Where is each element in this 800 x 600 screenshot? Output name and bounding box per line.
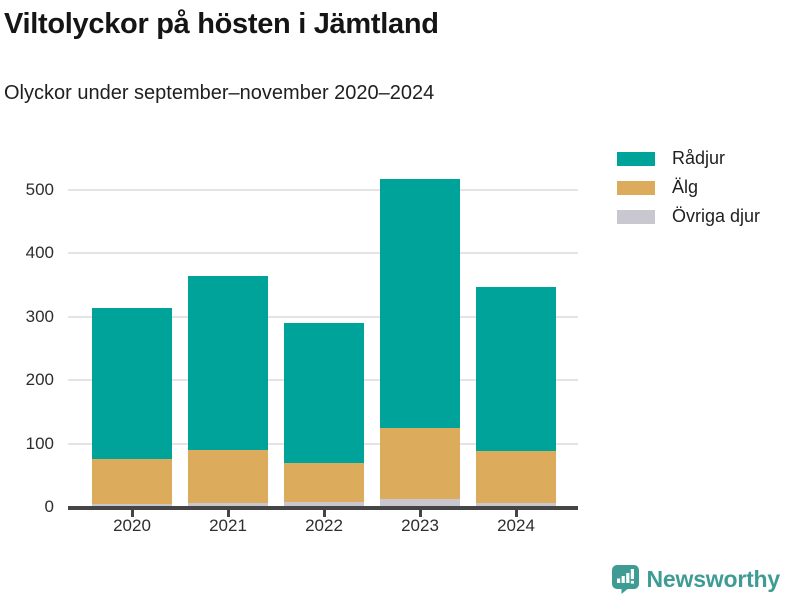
bar-segment-älg-2023 <box>380 427 460 500</box>
x-tick-2023 <box>418 510 422 517</box>
y-tick-label-500: 500 <box>25 180 54 199</box>
bar-segment-övriga-djur-2022 <box>284 501 364 507</box>
brand-wordmark: Newsworthy <box>646 565 781 592</box>
chart-subtitle: Olyckor under september–november 2020–20… <box>4 82 435 104</box>
y-tick-label-100: 100 <box>25 433 54 453</box>
x-tick-2021 <box>226 510 230 517</box>
legend-swatch-övriga-djur <box>617 209 655 224</box>
gridline-500 <box>68 189 578 191</box>
bar-segment-älg-2021 <box>188 449 268 503</box>
x-tick-label-2022: 2022 <box>305 516 343 535</box>
bar-segment-övriga-djur-2021 <box>188 502 268 507</box>
y-axis-labels: 0 100 200 300 400 500 <box>0 170 54 516</box>
legend-row-övriga-djur: Övriga djur <box>617 206 792 226</box>
brand-footer: Newsworthy <box>611 564 780 594</box>
legend-label-älg: Älg <box>672 177 699 197</box>
bar-segment-älg-2022 <box>284 462 364 502</box>
y-tick-label-200: 200 <box>25 370 54 390</box>
y-tick-label-300: 300 <box>25 306 54 326</box>
bar-segment-rådjur-2021 <box>188 276 268 450</box>
legend-label-rådjur: Rådjur <box>672 148 726 168</box>
bar-segment-rådjur-2024 <box>476 287 556 452</box>
bar-segment-övriga-djur-2020 <box>92 503 172 507</box>
x-tick-2020 <box>130 510 134 517</box>
y-tick-label-0: 0 <box>44 497 54 516</box>
gridline-400 <box>68 252 578 255</box>
gridline-300 <box>68 315 578 318</box>
y-tick-label-400: 400 <box>25 243 54 263</box>
legend-row-älg: Älg <box>617 177 792 197</box>
legend-swatch-älg <box>617 180 655 195</box>
plot-area <box>68 170 578 517</box>
x-axis-labels: 2020 2021 2022 2023 2024 <box>68 516 578 544</box>
x-tick-label-2023: 2023 <box>401 516 439 535</box>
x-tick-2024 <box>514 510 518 517</box>
bar-segment-älg-2024 <box>476 451 556 503</box>
legend: Rådjur Älg Övriga djur <box>617 148 792 236</box>
x-tick-2022 <box>322 510 326 517</box>
bar-segment-övriga-djur-2024 <box>476 502 556 507</box>
bar-segment-älg-2020 <box>92 459 172 504</box>
bar-segment-övriga-djur-2023 <box>380 499 460 507</box>
x-tick-label-2021: 2021 <box>209 516 247 535</box>
bar-segment-rådjur-2023 <box>380 179 460 428</box>
bar-segment-rådjur-2020 <box>92 307 172 460</box>
bar-segment-rådjur-2022 <box>284 323 364 463</box>
legend-row-rådjur: Rådjur <box>617 148 792 168</box>
newsworthy-logo-icon <box>611 565 639 594</box>
x-axis-line <box>68 506 578 510</box>
chart-title: Viltolyckor på hösten i Jämtland <box>4 8 439 40</box>
legend-swatch-rådjur <box>617 151 655 166</box>
x-tick-label-2020: 2020 <box>113 516 151 535</box>
x-tick-label-2024: 2024 <box>497 516 535 535</box>
legend-label-övriga-djur: Övriga djur <box>672 206 761 226</box>
